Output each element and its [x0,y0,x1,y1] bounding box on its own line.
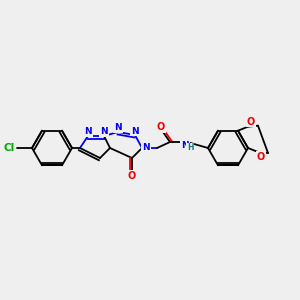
Text: H: H [187,143,193,152]
Text: O: O [247,117,255,127]
Text: N: N [100,128,108,136]
Text: O: O [257,152,265,162]
Text: O: O [128,171,136,181]
Text: O: O [157,122,165,132]
Text: N: N [142,143,150,152]
Text: Cl: Cl [3,143,15,153]
Text: N: N [131,127,139,136]
Text: N: N [181,140,189,149]
Text: N: N [84,128,92,136]
Text: N: N [114,124,122,133]
